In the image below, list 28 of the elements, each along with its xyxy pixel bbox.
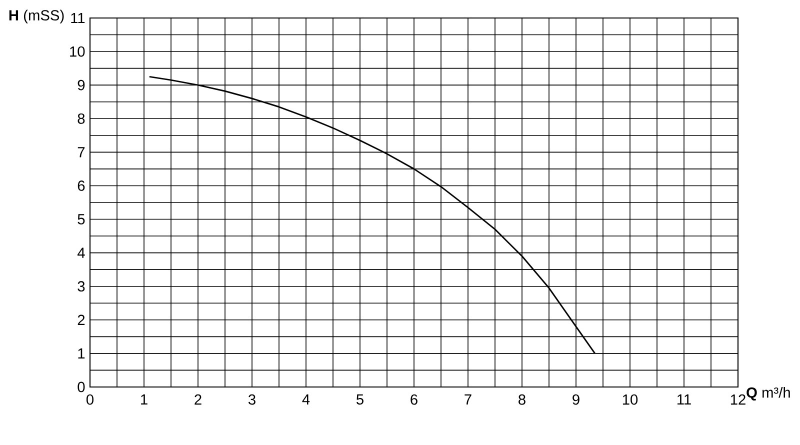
x-tick-label: 3 [248,394,256,405]
y-tick-label: 4 [77,248,85,258]
y-tick-label: 11 [71,12,85,24]
y-tick-label: 8 [78,113,85,124]
x-tick-label: 10 [622,394,638,405]
x-tick-label: 0 [86,394,94,405]
line-series [148,76,596,354]
y-tick-label: 1 [78,348,85,358]
y-tick-label: 9 [78,80,85,90]
x-axis-title: Q m³/h [746,387,790,401]
y-tick-label: 2 [78,314,85,326]
x-tick-label: 6 [410,394,418,405]
y-tick-label: 3 [78,281,85,292]
x-tick-label: 7 [464,394,472,404]
x-tick-label: 8 [518,394,526,405]
x-tick-label: 12 [730,394,746,405]
x-tick-label: 4 [302,394,310,404]
x-tick-label: 11 [677,394,691,404]
y-tick-label: 5 [78,214,85,224]
y-tick-label: 0 [78,382,85,392]
y-tick-label: 6 [78,180,85,191]
x-tick-label: 2 [194,394,202,405]
x-tick-label: 1 [141,394,148,404]
x-tick-label: 9 [572,394,580,405]
x-tick-label: 5 [356,394,364,405]
y-tick-label: 10 [70,46,85,57]
y-axis-title: H (mSS) [9,10,64,24]
y-tick-label: 7 [78,147,85,158]
